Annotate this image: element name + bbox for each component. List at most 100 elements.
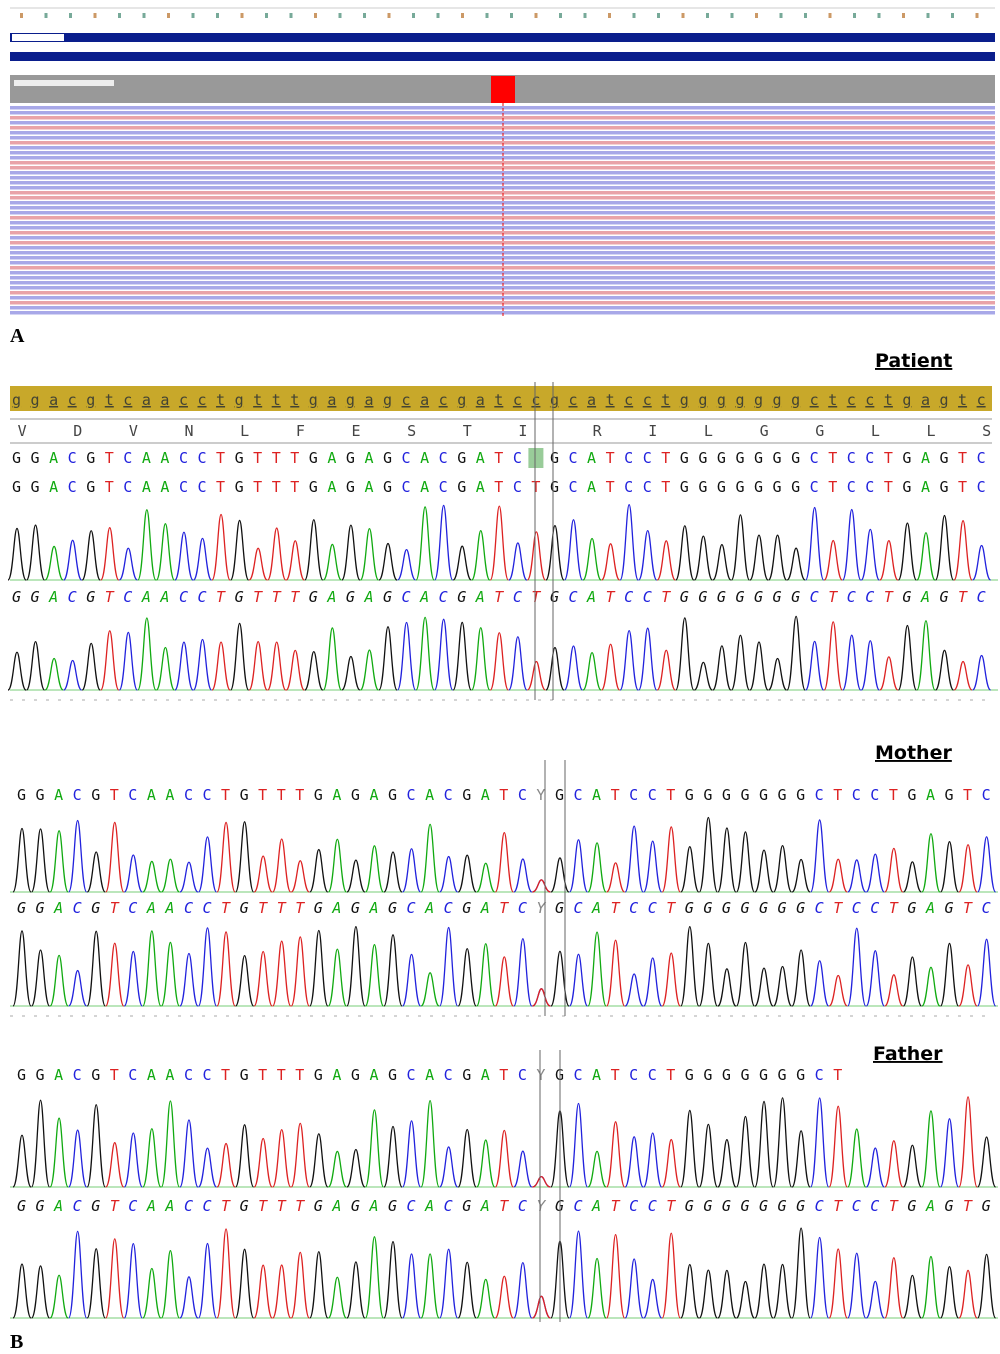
- peak: [922, 834, 940, 892]
- ruler-tick: [167, 13, 170, 18]
- peak: [236, 1125, 254, 1187]
- track-label: [14, 80, 114, 86]
- ruler-tick: [608, 13, 611, 18]
- ruler-tick: [976, 13, 979, 18]
- peak: [954, 662, 972, 690]
- peak: [718, 1270, 736, 1318]
- peak: [848, 928, 866, 1006]
- peak: [360, 529, 378, 580]
- peak: [236, 956, 254, 1006]
- peak: [161, 1101, 179, 1187]
- peak: [811, 1237, 829, 1318]
- peak: [477, 1279, 495, 1318]
- ruler-tick: [265, 13, 268, 18]
- peak: [421, 1101, 439, 1187]
- peak: [328, 949, 346, 1006]
- peak: [440, 857, 458, 892]
- peak: [676, 618, 694, 690]
- peak: [583, 539, 601, 580]
- peak: [699, 818, 717, 892]
- peak: [101, 631, 119, 690]
- sample-title: Mother: [875, 742, 952, 764]
- peak: [106, 822, 124, 892]
- peak: [718, 1140, 736, 1187]
- peak: [161, 1251, 179, 1318]
- peak: [490, 633, 508, 690]
- peak: [978, 1137, 996, 1187]
- peak: [50, 831, 68, 892]
- peak: [458, 1262, 476, 1318]
- peak: [922, 967, 940, 1006]
- peak: [644, 1133, 662, 1187]
- peak: [551, 951, 569, 1006]
- peak: [13, 1135, 31, 1187]
- peak: [625, 826, 643, 892]
- peak: [472, 531, 490, 580]
- peak: [440, 928, 458, 1006]
- peak: [161, 859, 179, 892]
- peak: [570, 1231, 588, 1318]
- peak: [199, 928, 217, 1006]
- peak: [769, 535, 787, 580]
- peak: [286, 650, 304, 690]
- peak: [13, 1264, 31, 1318]
- peak: [69, 971, 87, 1006]
- peak: [588, 932, 606, 1006]
- peak: [532, 880, 550, 892]
- ruler-tick: [951, 13, 954, 18]
- ruler-tick: [731, 13, 734, 18]
- amino-acid: F: [296, 422, 305, 440]
- peak: [347, 1262, 365, 1318]
- peak: [736, 942, 754, 1006]
- peak: [880, 657, 898, 690]
- gene-track: [10, 33, 995, 42]
- peak: [32, 950, 50, 1006]
- peak: [861, 529, 879, 580]
- peak: [50, 955, 68, 1006]
- peak: [291, 861, 309, 892]
- peak: [570, 1104, 588, 1187]
- peak: [45, 546, 63, 580]
- peak: [453, 546, 471, 580]
- peak: [718, 969, 736, 1006]
- peak: [644, 958, 662, 1006]
- peak: [903, 1275, 921, 1318]
- peak: [143, 1268, 161, 1318]
- figure: A B Patient Mother Father ggacgtcaacctgt…: [0, 0, 1000, 1354]
- peak: [458, 855, 476, 892]
- amino-acid: L: [871, 422, 880, 440]
- peak: [694, 662, 712, 690]
- peak: [69, 1231, 87, 1318]
- amino-acid: I: [648, 422, 657, 440]
- peak: [180, 1120, 198, 1187]
- peak: [254, 1265, 272, 1318]
- peak: [824, 541, 842, 580]
- peak: [64, 540, 82, 580]
- peak: [254, 952, 272, 1006]
- peak: [119, 548, 137, 580]
- peak: [755, 1101, 773, 1187]
- peak: [922, 1111, 940, 1187]
- peak: [861, 641, 879, 690]
- peak: [194, 538, 212, 580]
- peak: [175, 532, 193, 580]
- peak: [583, 653, 601, 690]
- peak: [217, 1229, 235, 1318]
- peak: [8, 528, 26, 580]
- peak: [602, 644, 620, 690]
- sequence: GGACGTCAACCTGTTTGAGAGCACGATCTGCATCCTGGGG…: [12, 588, 986, 606]
- sample-title: Father: [873, 1043, 943, 1065]
- peak: [848, 1253, 866, 1318]
- amino-acid: S: [407, 422, 416, 440]
- amino-acid: S: [982, 422, 991, 440]
- peak: [328, 1277, 346, 1318]
- peak: [829, 1106, 847, 1187]
- peak: [514, 1151, 532, 1187]
- peak: [639, 531, 657, 580]
- peak: [941, 1119, 959, 1187]
- ruler-tick: [339, 13, 342, 18]
- peak: [32, 1100, 50, 1187]
- peak: [774, 1264, 792, 1318]
- peak: [328, 1151, 346, 1187]
- peak: [291, 1252, 309, 1318]
